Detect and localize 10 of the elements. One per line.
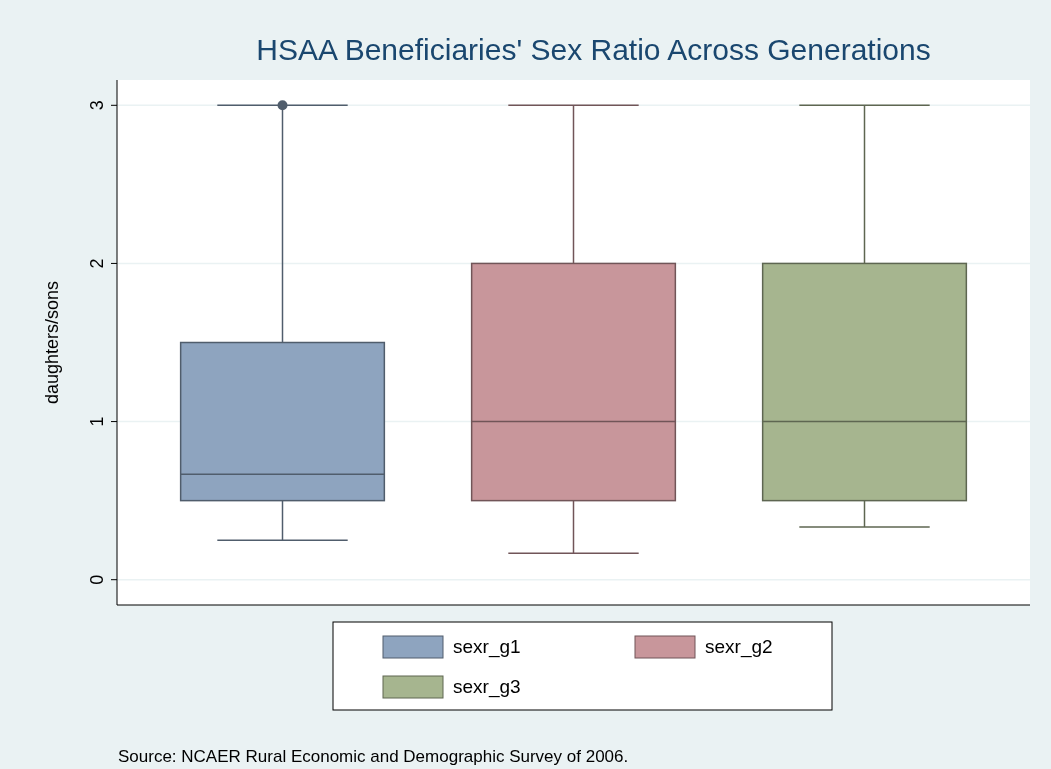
chart-title: HSAA Beneficiaries' Sex Ratio Across Generations	[256, 33, 931, 66]
legend-label: sexr_g1	[453, 636, 521, 658]
y-tick-label: 0	[87, 574, 107, 585]
y-tick-label: 1	[87, 416, 107, 427]
legend-label: sexr_g3	[453, 676, 521, 698]
legend-label: sexr_g2	[705, 636, 773, 658]
y-tick-label: 3	[87, 100, 107, 111]
y-axis-title: daughters/sons	[42, 280, 62, 405]
source-note: Source: NCAER Rural Economic and Demographic Survey of 2006.	[118, 747, 629, 766]
y-tick-label: 2	[87, 258, 107, 269]
